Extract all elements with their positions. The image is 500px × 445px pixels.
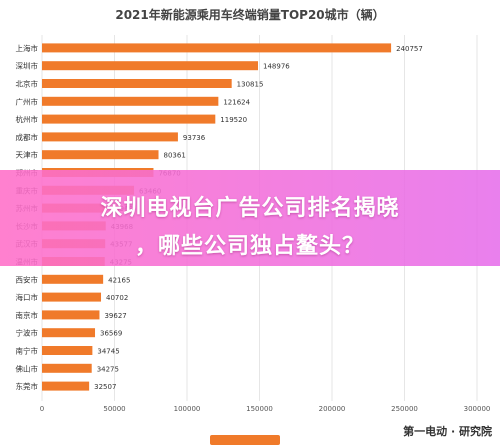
bar: [42, 96, 219, 106]
bar: [42, 114, 216, 124]
category-label: 海口市: [16, 292, 39, 302]
value-label: 121624: [223, 98, 250, 106]
bar: [42, 292, 102, 302]
category-label: 杭州市: [16, 114, 39, 124]
bar: [42, 310, 100, 320]
value-label: 40702: [106, 294, 128, 302]
bar: [42, 346, 93, 355]
value-label: 39627: [104, 312, 126, 320]
bar: [42, 61, 259, 71]
category-label: 佛山市: [16, 363, 39, 373]
value-label: 34275: [97, 365, 119, 373]
category-label: 上海市: [16, 43, 39, 53]
chart-title: 2021年新能源乘用车终端销量TOP20城市（辆）: [115, 8, 385, 22]
bottom-accent-bar: [210, 435, 280, 445]
category-label: 广州市: [16, 96, 39, 106]
overlay-banner: [0, 170, 500, 266]
bar: [42, 328, 96, 338]
bar: [42, 79, 232, 88]
category-label: 深圳市: [16, 61, 39, 71]
x-tick-label: 50000: [103, 405, 125, 413]
value-label: 80361: [164, 152, 186, 160]
category-label: 成都市: [16, 132, 39, 142]
category-label: 宁波市: [16, 328, 39, 338]
bar: [42, 274, 104, 284]
bar: [42, 43, 392, 53]
value-label: 240757: [396, 45, 423, 53]
x-tick-label: 100000: [174, 405, 201, 413]
bar: [42, 150, 159, 160]
category-label: 南京市: [16, 310, 39, 320]
category-label: 西安市: [16, 274, 39, 284]
value-label: 148976: [263, 63, 290, 71]
category-label: 北京市: [16, 79, 39, 89]
value-label: 32507: [94, 383, 116, 391]
overlay-title-line1: 深圳电视台广告公司排名揭晓: [100, 196, 400, 221]
value-label: 42165: [108, 276, 130, 284]
category-label: 南宁市: [16, 346, 39, 356]
value-label: 34745: [97, 348, 119, 356]
category-label: 天津市: [16, 150, 39, 160]
value-label: 130815: [237, 81, 264, 89]
x-tick-label: 200000: [319, 405, 346, 413]
x-tick-label: 0: [40, 405, 44, 413]
watermark-logo: 第一电动 · 研究院: [403, 425, 492, 438]
bar: [42, 132, 178, 142]
value-label: 93736: [183, 134, 206, 142]
x-tick-label: 250000: [391, 405, 418, 413]
bar: [42, 381, 90, 391]
value-label: 36569: [100, 330, 122, 338]
x-tick-label: 150000: [246, 405, 273, 413]
bar: [42, 363, 92, 373]
category-label: 东莞市: [16, 381, 39, 391]
value-label: 119520: [220, 116, 247, 124]
x-tick-label: 300000: [464, 405, 491, 413]
overlay-title-line2: ，哪些公司独占鳌头？: [134, 234, 365, 259]
